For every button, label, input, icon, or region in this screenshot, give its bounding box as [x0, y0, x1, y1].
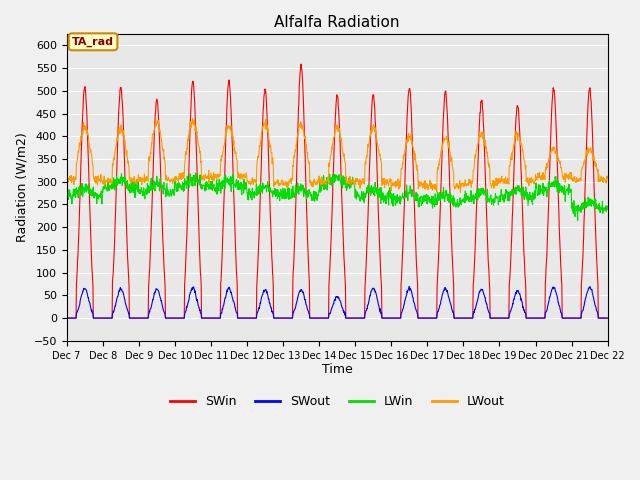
Line: LWout: LWout [67, 118, 607, 192]
SWout [604, 315, 611, 321]
SWin [183, 233, 191, 239]
SWin [492, 315, 500, 321]
SWout [244, 315, 252, 321]
LWout [170, 178, 177, 184]
SWout [63, 315, 70, 321]
SWin [604, 315, 611, 321]
SWout [183, 305, 191, 311]
SWout [406, 284, 413, 289]
X-axis label: Time: Time [322, 363, 353, 376]
Line: SWin: SWin [67, 64, 607, 318]
Legend: SWin, SWout, LWin, LWout: SWin, SWout, LWin, LWout [164, 390, 509, 413]
Line: LWin: LWin [67, 173, 607, 220]
Title: Alfalfa Radiation: Alfalfa Radiation [275, 15, 400, 30]
LWin [170, 190, 177, 195]
SWin [63, 315, 70, 321]
LWin [192, 170, 200, 176]
LWin [540, 192, 547, 198]
LWin [604, 206, 611, 212]
LWout [183, 145, 191, 151]
LWin [574, 217, 582, 223]
SWin [421, 315, 429, 321]
LWout [63, 179, 70, 184]
LWout [189, 115, 196, 121]
LWin [492, 193, 500, 199]
SWout [421, 315, 429, 321]
LWin [421, 193, 429, 199]
LWout [244, 178, 252, 184]
Y-axis label: Radiation (W/m2): Radiation (W/m2) [15, 132, 28, 242]
SWout [170, 315, 177, 321]
SWout [492, 315, 500, 321]
LWout [540, 177, 548, 182]
LWout [604, 175, 611, 181]
SWin [540, 315, 547, 321]
LWout [492, 175, 500, 181]
SWin [297, 61, 305, 67]
Line: SWout: SWout [67, 287, 607, 318]
Text: TA_rad: TA_rad [72, 36, 114, 47]
SWin [170, 315, 177, 321]
SWout [540, 315, 547, 321]
LWin [244, 197, 252, 203]
SWin [244, 315, 252, 321]
LWin [63, 189, 70, 194]
LWout [421, 186, 429, 192]
LWin [183, 185, 191, 191]
LWout [456, 190, 464, 195]
